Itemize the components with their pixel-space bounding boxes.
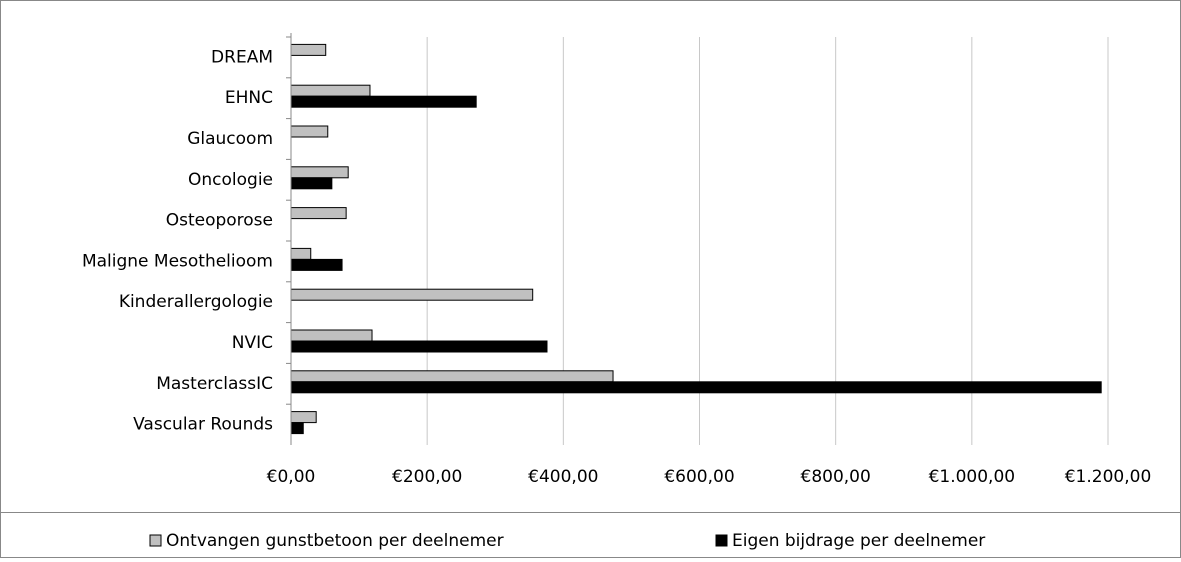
bar	[290, 166, 349, 179]
bar	[290, 177, 333, 190]
y-tick-label: EHNC	[225, 88, 273, 108]
bar	[290, 340, 548, 353]
y-tick-label: Glaucoom	[187, 129, 273, 149]
y-tick-label: Oncologie	[188, 170, 273, 190]
y-tick-label: Kinderallergologie	[119, 292, 273, 312]
y-tick-label: DREAM	[211, 47, 273, 67]
bar	[290, 95, 477, 108]
legend-label: Ontvangen gunstbetoon per deelnemer	[166, 531, 504, 551]
bar	[290, 370, 614, 383]
x-tick-label: €1.200,00	[1065, 467, 1152, 487]
x-tick-label: €1.000,00	[929, 467, 1016, 487]
bar	[290, 258, 343, 271]
bar	[290, 125, 329, 138]
x-tick-label: €400,00	[528, 467, 598, 487]
y-tick-label: NVIC	[232, 333, 273, 353]
x-tick-label: €200,00	[392, 467, 462, 487]
x-tick-label: €800,00	[801, 467, 871, 487]
bar	[290, 43, 327, 56]
y-tick-label: Osteoporose	[166, 211, 273, 231]
bar	[290, 422, 304, 435]
x-tick-label: €600,00	[664, 467, 734, 487]
y-tick-label: Vascular Rounds	[133, 415, 273, 435]
bar	[290, 381, 1102, 394]
x-tick-label: €0,00	[267, 467, 316, 487]
bar	[290, 207, 347, 220]
legend-swatch	[149, 534, 162, 547]
bar	[290, 329, 373, 342]
bar	[290, 411, 317, 424]
legend-label: Eigen bijdrage per deelnemer	[732, 531, 985, 551]
legend-swatch	[715, 534, 728, 547]
bar	[290, 84, 371, 97]
y-tick-label: MasterclassIC	[156, 374, 273, 394]
bar	[290, 288, 534, 301]
y-tick-label: Maligne Mesothelioom	[82, 251, 273, 271]
bar	[290, 247, 312, 260]
